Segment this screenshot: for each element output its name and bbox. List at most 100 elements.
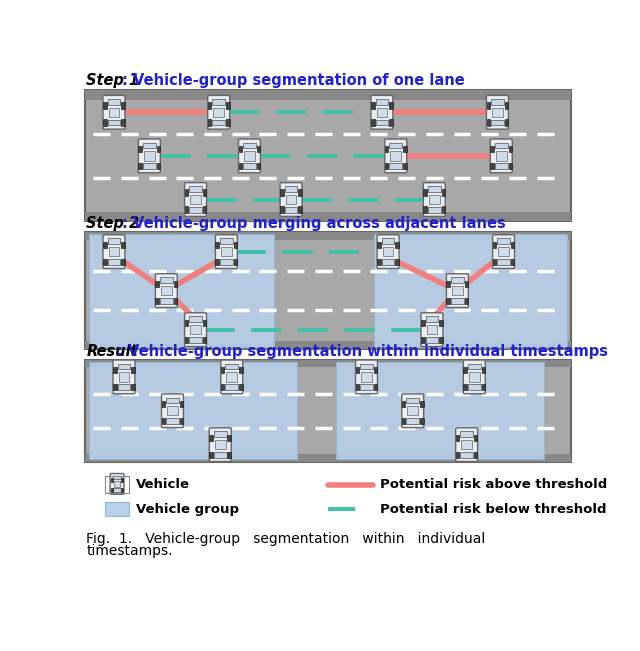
Bar	[285, 207, 298, 213]
FancyBboxPatch shape	[423, 183, 445, 216]
Bar	[460, 452, 473, 458]
Bar	[161, 401, 165, 408]
Bar	[143, 163, 156, 169]
Bar	[209, 452, 213, 458]
Bar	[285, 195, 296, 204]
Bar	[113, 384, 116, 391]
Bar	[490, 146, 494, 152]
Bar	[203, 206, 207, 213]
Bar	[138, 163, 142, 169]
Bar	[376, 107, 387, 117]
FancyBboxPatch shape	[493, 235, 515, 268]
Bar	[108, 238, 120, 244]
Bar	[403, 146, 406, 152]
Bar	[157, 163, 160, 169]
Bar	[173, 298, 177, 304]
Bar	[442, 189, 445, 196]
Bar	[511, 258, 515, 265]
FancyBboxPatch shape	[103, 96, 125, 129]
Bar	[403, 163, 406, 169]
Bar	[492, 107, 503, 117]
Bar	[227, 452, 231, 458]
Bar	[203, 337, 207, 343]
Bar	[167, 406, 178, 415]
Bar	[138, 146, 142, 152]
Bar	[497, 259, 510, 265]
Bar	[86, 454, 570, 462]
Bar	[465, 281, 468, 287]
Bar	[495, 143, 508, 148]
FancyBboxPatch shape	[486, 96, 508, 129]
Bar	[421, 320, 425, 326]
Bar	[396, 258, 399, 265]
Bar	[131, 367, 135, 374]
Bar	[108, 99, 120, 105]
Bar	[122, 478, 124, 482]
Bar	[389, 143, 402, 148]
Bar	[131, 384, 135, 391]
Bar	[216, 242, 219, 248]
Bar	[161, 286, 172, 296]
Bar	[111, 488, 113, 492]
Bar	[227, 372, 237, 381]
Bar	[371, 119, 374, 126]
FancyBboxPatch shape	[221, 360, 243, 394]
Bar	[157, 146, 160, 152]
Bar	[221, 384, 225, 391]
Bar	[298, 206, 302, 213]
Bar	[389, 163, 402, 169]
Bar	[185, 189, 188, 196]
Bar	[402, 418, 405, 424]
Bar	[212, 99, 225, 105]
Bar	[214, 452, 227, 458]
Bar	[103, 102, 107, 109]
Bar	[374, 367, 378, 374]
Bar	[111, 478, 113, 482]
Bar	[356, 367, 359, 374]
Bar	[474, 452, 477, 458]
Bar	[381, 238, 394, 244]
Bar	[381, 259, 394, 265]
Bar	[421, 337, 425, 343]
Bar	[203, 320, 207, 326]
Bar	[225, 385, 238, 390]
Bar	[447, 281, 450, 287]
Bar	[225, 364, 238, 369]
Bar	[185, 337, 188, 343]
FancyBboxPatch shape	[385, 139, 407, 173]
Bar	[376, 99, 388, 105]
Bar	[156, 281, 159, 287]
Bar	[166, 398, 179, 403]
FancyBboxPatch shape	[421, 312, 443, 346]
Bar	[505, 119, 508, 126]
Bar	[90, 234, 274, 347]
Bar	[463, 367, 467, 374]
Text: Result: Result	[86, 344, 138, 359]
Bar	[481, 367, 485, 374]
Bar	[280, 206, 284, 213]
Bar	[239, 163, 242, 169]
Bar	[385, 163, 388, 169]
Bar	[371, 102, 374, 109]
Bar	[490, 163, 494, 169]
Bar	[426, 325, 437, 335]
Bar	[511, 242, 515, 248]
Bar	[385, 146, 388, 152]
Bar	[493, 242, 496, 248]
Bar	[456, 435, 460, 441]
Bar	[495, 163, 508, 169]
Bar	[497, 238, 510, 244]
Bar	[389, 119, 393, 126]
Bar	[468, 385, 481, 390]
Bar	[406, 419, 419, 424]
Bar	[257, 146, 260, 152]
FancyBboxPatch shape	[371, 96, 393, 129]
Bar	[213, 107, 224, 117]
FancyBboxPatch shape	[209, 428, 231, 462]
Bar	[227, 435, 231, 441]
Text: Vehicle group: Vehicle group	[136, 503, 239, 516]
FancyBboxPatch shape	[356, 360, 378, 394]
Bar	[424, 189, 427, 196]
Bar	[118, 385, 131, 390]
Bar	[474, 435, 477, 441]
